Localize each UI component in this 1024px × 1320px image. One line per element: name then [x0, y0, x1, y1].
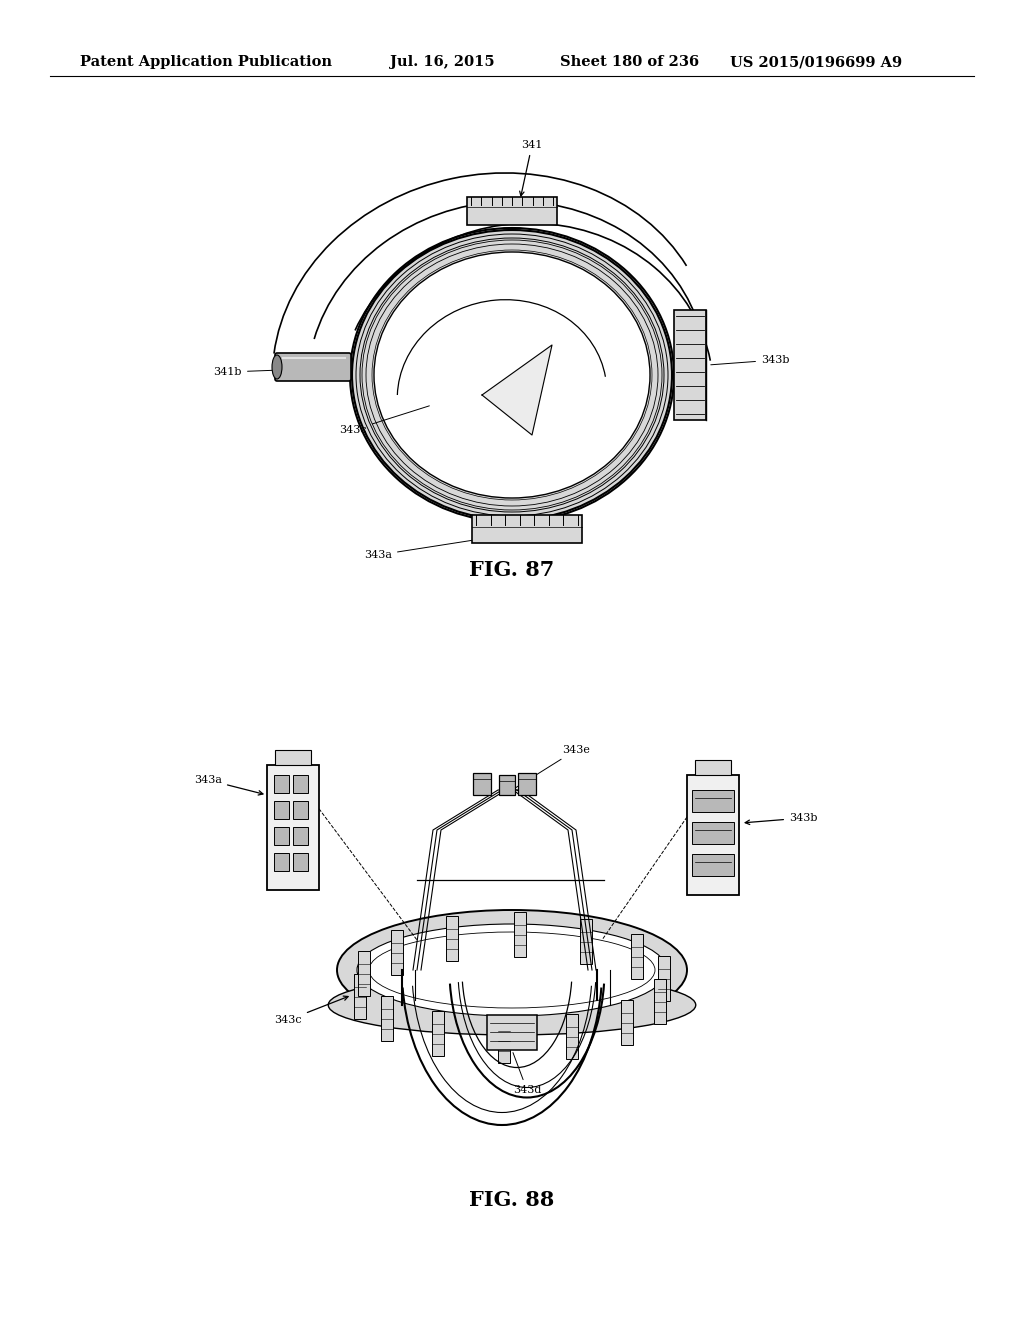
Bar: [274, 801, 289, 818]
Bar: [274, 828, 289, 845]
Text: FIG. 88: FIG. 88: [469, 1191, 555, 1210]
Bar: [432, 1011, 444, 1056]
Bar: [357, 950, 370, 995]
Bar: [654, 979, 667, 1024]
Bar: [293, 801, 308, 818]
Bar: [467, 197, 557, 224]
Bar: [674, 310, 706, 420]
Text: FIG. 87: FIG. 87: [469, 560, 555, 579]
Bar: [293, 853, 308, 871]
Bar: [487, 1015, 537, 1049]
Text: Patent Application Publication: Patent Application Publication: [80, 55, 332, 69]
Polygon shape: [482, 345, 552, 436]
FancyBboxPatch shape: [275, 352, 351, 381]
Bar: [446, 916, 458, 961]
Text: 343c: 343c: [274, 997, 348, 1026]
Bar: [692, 822, 734, 843]
Bar: [514, 912, 525, 957]
Bar: [381, 995, 393, 1041]
Text: 341: 341: [519, 140, 543, 195]
Text: US 2015/0196699 A9: US 2015/0196699 A9: [730, 55, 902, 69]
Text: Sheet 180 of 236: Sheet 180 of 236: [560, 55, 699, 69]
Bar: [499, 1018, 510, 1063]
Ellipse shape: [272, 355, 282, 379]
Bar: [692, 789, 734, 812]
Text: 343a: 343a: [364, 539, 484, 560]
Bar: [293, 828, 308, 845]
Text: 343c: 343c: [339, 405, 429, 436]
Bar: [472, 515, 582, 543]
Text: 343e: 343e: [514, 744, 590, 788]
Bar: [631, 935, 643, 979]
Bar: [274, 775, 289, 793]
Text: 343a: 343a: [194, 775, 263, 795]
Text: 341b: 341b: [213, 367, 305, 378]
Bar: [695, 760, 731, 775]
Bar: [687, 775, 739, 895]
Bar: [518, 774, 536, 795]
Ellipse shape: [337, 909, 687, 1030]
Text: 343b: 343b: [745, 813, 817, 825]
Bar: [622, 1001, 634, 1045]
Ellipse shape: [357, 924, 667, 1016]
Text: Jul. 16, 2015: Jul. 16, 2015: [390, 55, 495, 69]
Ellipse shape: [374, 252, 650, 498]
Bar: [390, 931, 402, 975]
Bar: [566, 1014, 578, 1059]
Ellipse shape: [352, 230, 672, 520]
Bar: [275, 750, 311, 766]
Bar: [293, 775, 308, 793]
Bar: [499, 775, 515, 795]
Text: 343d: 343d: [513, 1052, 542, 1096]
Ellipse shape: [329, 975, 695, 1035]
Bar: [657, 956, 670, 1001]
Bar: [274, 853, 289, 871]
Bar: [692, 854, 734, 876]
Bar: [580, 919, 592, 964]
Bar: [354, 974, 367, 1019]
Text: 343b: 343b: [711, 355, 790, 366]
Bar: [473, 774, 490, 795]
Bar: [267, 766, 319, 890]
